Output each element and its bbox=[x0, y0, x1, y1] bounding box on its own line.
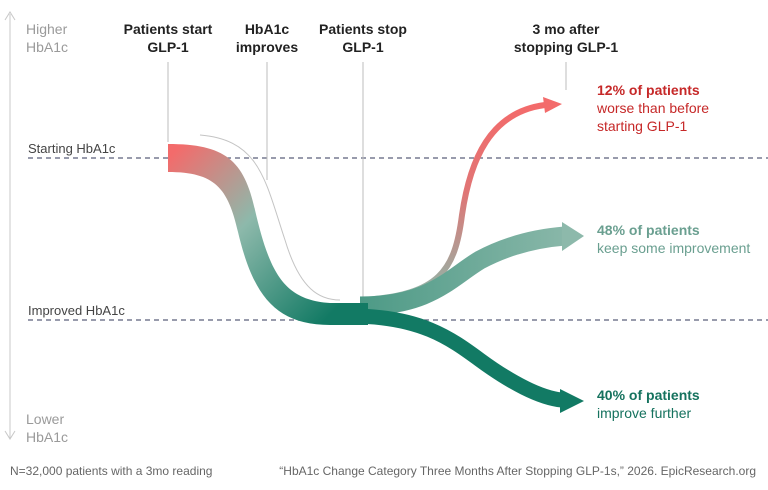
axis-higher-line1: Higher bbox=[26, 21, 68, 37]
stage-improves-line2: improves bbox=[235, 39, 299, 55]
outcome-further-desc: improve further bbox=[597, 405, 692, 421]
guide-curve bbox=[199, 134, 341, 301]
stage-label-after: 3 mo after stopping GLP-1 bbox=[496, 20, 636, 56]
flow-worse-arrowhead bbox=[543, 97, 562, 113]
outcome-keep-improvement: 48% of patients keep some improvement bbox=[597, 221, 750, 257]
footer-source: “HbA1c Change Category Three Months Afte… bbox=[279, 464, 756, 478]
footer-sample-size: N=32,000 patients with a 3mo reading bbox=[10, 464, 213, 478]
axis-higher-label: Higher HbA1c bbox=[26, 20, 68, 56]
outcome-keep-desc: keep some improvement bbox=[597, 240, 751, 256]
stage-label-improves: HbA1c improves bbox=[217, 20, 317, 56]
axis-lower-line2: HbA1c bbox=[26, 429, 69, 445]
stage-after-line1: 3 mo after bbox=[532, 21, 600, 37]
starting-hba1c-label: Starting HbA1c bbox=[28, 141, 116, 156]
stage-stop-line2: GLP-1 bbox=[342, 39, 384, 55]
stage-improves-line1: HbA1c bbox=[244, 21, 290, 37]
stage-start-line1: Patients start bbox=[123, 21, 213, 37]
outcome-keep-pct: 48% of patients bbox=[597, 222, 700, 238]
stage-start-line2: GLP-1 bbox=[147, 39, 189, 55]
flow-improve-further-arrowhead bbox=[560, 389, 584, 413]
flow-keep-improvement-arrowhead bbox=[562, 222, 584, 251]
improved-hba1c-label: Improved HbA1c bbox=[28, 303, 125, 318]
flow-keep-improvement bbox=[359, 226, 566, 316]
axis-higher-line2: HbA1c bbox=[26, 39, 69, 55]
outcome-worse: 12% of patients worse than before starti… bbox=[597, 81, 709, 135]
y-axis-arrow bbox=[4, 11, 16, 440]
axis-lower-line1: Lower bbox=[26, 411, 65, 427]
stage-stop-line1: Patients stop bbox=[319, 21, 407, 37]
outcome-improve-further: 40% of patients improve further bbox=[597, 386, 700, 422]
stage-label-stop: Patients stop GLP-1 bbox=[303, 20, 423, 56]
axis-lower-label: Lower HbA1c bbox=[26, 410, 68, 446]
outcome-worse-pct: 12% of patients bbox=[597, 82, 700, 98]
stage-label-start: Patients start GLP-1 bbox=[108, 20, 228, 56]
outcome-worse-desc-line2: starting GLP-1 bbox=[597, 118, 688, 134]
flow-improve-further bbox=[349, 308, 564, 408]
flow-main-band bbox=[168, 144, 368, 325]
stage-after-line2: stopping GLP-1 bbox=[513, 39, 619, 55]
outcome-worse-desc-line1: worse than before bbox=[597, 100, 710, 116]
outcome-further-pct: 40% of patients bbox=[597, 387, 700, 403]
